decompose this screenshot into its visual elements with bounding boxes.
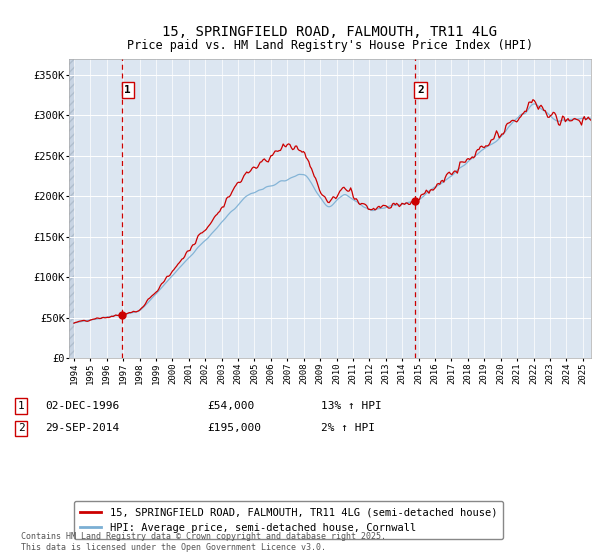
Text: 29-SEP-2014: 29-SEP-2014 bbox=[45, 423, 119, 433]
Text: £195,000: £195,000 bbox=[207, 423, 261, 433]
Legend: 15, SPRINGFIELD ROAD, FALMOUTH, TR11 4LG (semi-detached house), HPI: Average pri: 15, SPRINGFIELD ROAD, FALMOUTH, TR11 4LG… bbox=[74, 501, 503, 539]
Text: 1: 1 bbox=[124, 85, 131, 95]
Text: Price paid vs. HM Land Registry's House Price Index (HPI): Price paid vs. HM Land Registry's House … bbox=[127, 39, 533, 52]
Text: £54,000: £54,000 bbox=[207, 401, 254, 411]
Text: 2% ↑ HPI: 2% ↑ HPI bbox=[321, 423, 375, 433]
Text: 15, SPRINGFIELD ROAD, FALMOUTH, TR11 4LG: 15, SPRINGFIELD ROAD, FALMOUTH, TR11 4LG bbox=[163, 25, 497, 39]
Text: 2: 2 bbox=[17, 423, 25, 433]
Text: 1: 1 bbox=[17, 401, 25, 411]
Text: 13% ↑ HPI: 13% ↑ HPI bbox=[321, 401, 382, 411]
Text: Contains HM Land Registry data © Crown copyright and database right 2025.
This d: Contains HM Land Registry data © Crown c… bbox=[21, 532, 386, 552]
Bar bbox=[69, 59, 75, 358]
Text: 02-DEC-1996: 02-DEC-1996 bbox=[45, 401, 119, 411]
Text: 2: 2 bbox=[417, 85, 424, 95]
